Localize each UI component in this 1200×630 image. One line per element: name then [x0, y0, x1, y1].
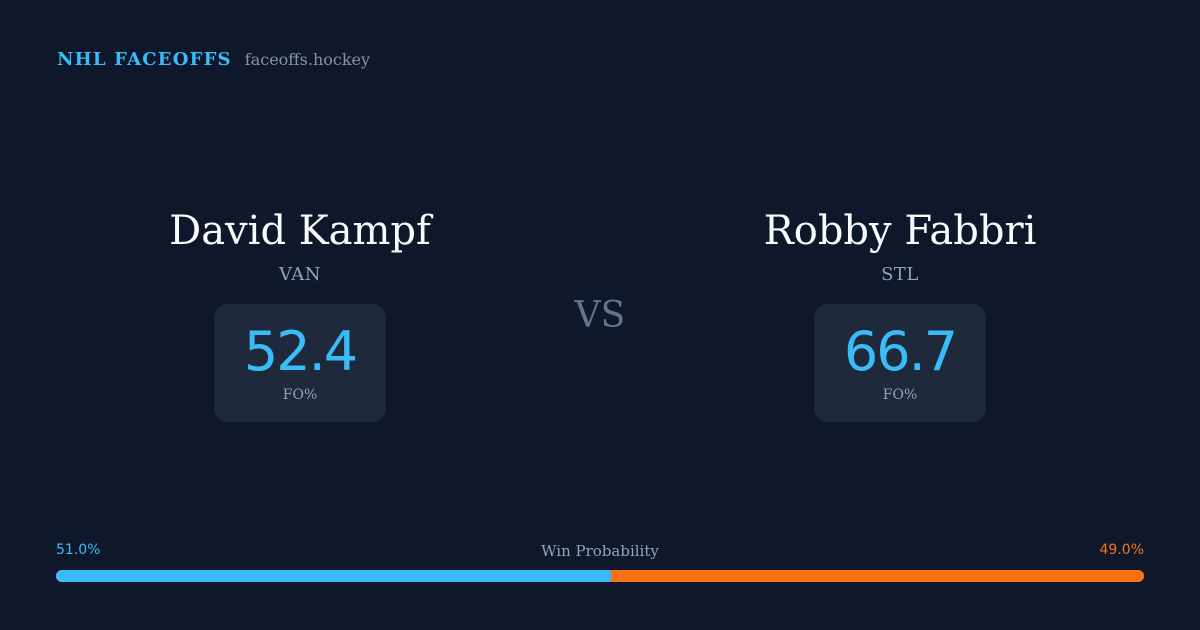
- faceoff-stat-card-right: 66.7 FO%: [814, 304, 986, 422]
- faceoff-label-right: FO%: [882, 387, 918, 403]
- versus-label: VS: [574, 295, 626, 336]
- brand-title[interactable]: NHL FACEOFFS: [57, 49, 232, 70]
- faceoff-percentage-left: 52.4: [243, 320, 358, 383]
- win-probability-right-value: 49.0%: [1099, 542, 1144, 558]
- win-probability-left-value: 51.0%: [56, 542, 101, 558]
- faceoff-percentage-right: 66.7: [843, 320, 958, 383]
- win-probability-bar: [56, 570, 1144, 582]
- win-probability-title: Win Probability: [541, 542, 659, 560]
- player-team-right: STL: [881, 264, 919, 285]
- faceoff-label-left: FO%: [282, 387, 318, 403]
- brand-header: NHL FACEOFFS faceoffs.hockey: [57, 49, 370, 70]
- player-name-left: David Kampf: [169, 208, 431, 254]
- site-domain[interactable]: faceoffs.hockey: [244, 50, 371, 69]
- win-probability-fill-left: [56, 570, 611, 582]
- player-name-right: Robby Fabbri: [763, 208, 1037, 254]
- win-probability-fill-right: [610, 570, 1144, 582]
- player-right: Robby Fabbri STL 66.7 FO%: [680, 205, 1120, 422]
- faceoff-stat-card-left: 52.4 FO%: [214, 304, 386, 422]
- player-left: David Kampf VAN 52.4 FO%: [80, 205, 520, 422]
- win-probability-labels: 51.0% Win Probability 49.0%: [56, 542, 1144, 564]
- player-team-left: VAN: [278, 264, 322, 285]
